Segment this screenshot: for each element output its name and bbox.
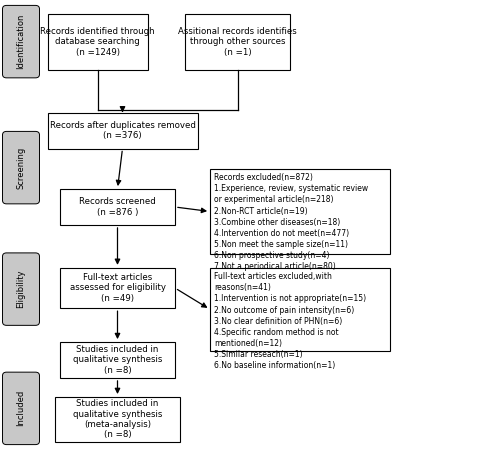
Text: Full-text articles
assessed for eligibility
(n =49): Full-text articles assessed for eligibil… [70,273,166,303]
Text: Included: Included [16,390,26,427]
FancyBboxPatch shape [185,14,290,70]
FancyBboxPatch shape [60,268,175,308]
FancyBboxPatch shape [48,14,148,70]
Text: Assitional records identifies
through other sources
(n =1): Assitional records identifies through ot… [178,27,297,57]
FancyBboxPatch shape [2,131,40,204]
Text: Records after duplicates removed
(n =376): Records after duplicates removed (n =376… [50,121,196,140]
FancyBboxPatch shape [210,268,390,351]
Text: Records identified through
database searching
(n =1249): Records identified through database sear… [40,27,155,57]
Text: Eligibility: Eligibility [16,270,26,308]
Text: Records excluded(n=872)
1.Experience, review, systematic review
or experimental : Records excluded(n=872) 1.Experience, re… [214,173,368,271]
Text: Screening: Screening [16,147,26,189]
Text: Studies included in
qualitative synthesis
(n =8): Studies included in qualitative synthesi… [73,345,162,375]
FancyBboxPatch shape [2,372,40,445]
FancyBboxPatch shape [55,397,180,442]
FancyBboxPatch shape [2,253,40,325]
FancyBboxPatch shape [210,169,390,254]
FancyBboxPatch shape [48,112,198,148]
FancyBboxPatch shape [60,189,175,225]
Text: Studies included in
qualitative synthesis
(meta-analysis)
(n =8): Studies included in qualitative synthesi… [73,399,162,440]
FancyBboxPatch shape [60,342,175,378]
FancyBboxPatch shape [2,5,40,78]
Text: Full-text articles excluded,with
reasons(n=41)
1.Intervention is not appropriate: Full-text articles excluded,with reasons… [214,272,366,370]
Text: Records screened
(n =876 ): Records screened (n =876 ) [79,197,156,217]
Text: Identification: Identification [16,14,26,69]
